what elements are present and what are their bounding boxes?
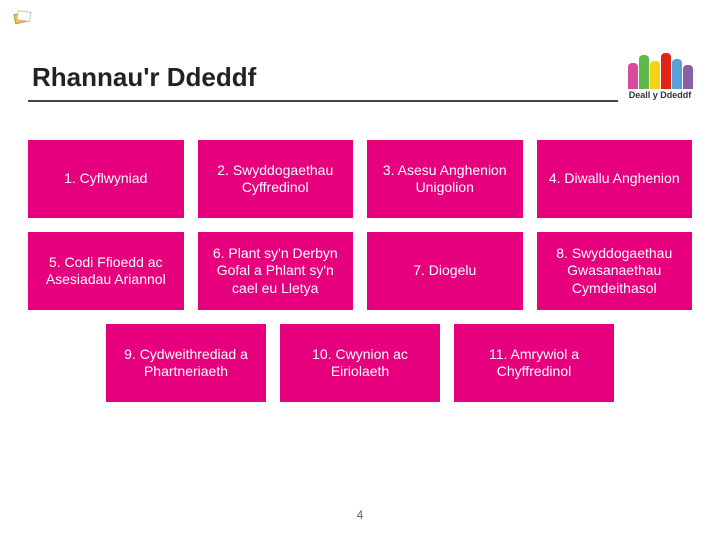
grid-cell: 5. Codi Ffioedd ac Asesiadau Ariannol [28,232,184,310]
grid-cell: 1. Cyflwyniad [28,140,184,218]
grid-cell: 8. Swyddogaethau Gwasanaethau Cymdeithas… [537,232,693,310]
grid-cell: 7. Diogelu [367,232,523,310]
page-number: 4 [357,508,364,522]
hand-icon [672,59,682,89]
logo: Deall y Ddeddf [620,30,700,100]
grid-cell: 3. Asesu Anghenion Unigolion [367,140,523,218]
grid-row: 9. Cydweithrediad a Phartneriaeth10. Cwy… [28,324,692,402]
grid-row: 5. Codi Ffioedd ac Asesiadau Ariannol6. … [28,232,692,310]
hand-icon [628,63,638,89]
grid-cell: 11. Amrywiol a Chyffredinol [454,324,614,402]
grid-cell: 2. Swyddogaethau Cyffredinol [198,140,354,218]
corner-icon [12,6,34,28]
grid-cell: 6. Plant sy'n Derbyn Gofal a Phlant sy'n… [198,232,354,310]
content-grid: 1. Cyflwyniad2. Swyddogaethau Cyffredino… [28,140,692,416]
logo-hands-icon [628,53,693,89]
grid-cell: 10. Cwynion ac Eiriolaeth [280,324,440,402]
hand-icon [661,53,671,89]
hand-icon [639,55,649,89]
grid-cell: 9. Cydweithrediad a Phartneriaeth [106,324,266,402]
page-title: Rhannau'r Ddeddf [32,62,256,93]
hand-icon [650,61,660,89]
grid-row: 1. Cyflwyniad2. Swyddogaethau Cyffredino… [28,140,692,218]
grid-cell: 4. Diwallu Anghenion [537,140,693,218]
title-underline [28,100,618,102]
hand-icon [683,65,693,89]
logo-text: Deall y Ddeddf [629,90,692,100]
